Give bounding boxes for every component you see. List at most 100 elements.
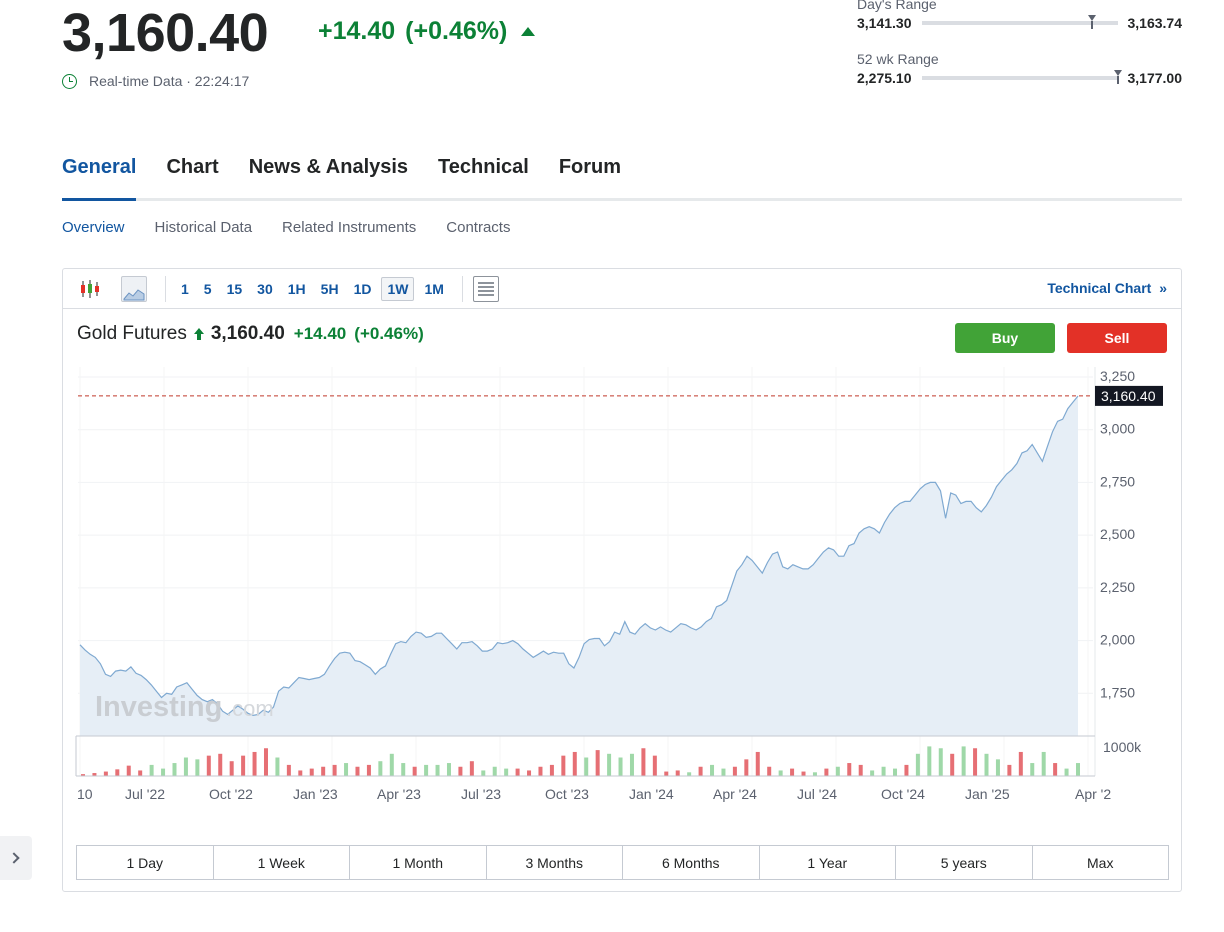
interval-1w[interactable]: 1W — [381, 276, 415, 301]
volume-bar — [561, 755, 566, 776]
last-price-badge-label: 3,160.40 — [1101, 388, 1156, 404]
interval-30[interactable]: 30 — [257, 280, 273, 297]
volume-bar — [595, 750, 600, 776]
subtab-related-instruments[interactable]: Related Instruments — [282, 219, 417, 236]
volume-bar — [161, 768, 166, 776]
volume-bar — [881, 766, 886, 776]
subtab-historical-data[interactable]: Historical Data — [154, 219, 253, 236]
tab-news-analysis[interactable]: News & Analysis — [248, 156, 409, 178]
volume-bar — [1076, 763, 1080, 776]
volume-bar — [344, 763, 349, 776]
period-1-month[interactable]: 1 Month — [350, 846, 487, 879]
period-6-months[interactable]: 6 Months — [623, 846, 760, 879]
last-price: 3,160.40 — [62, 3, 269, 63]
tab-forum[interactable]: Forum — [558, 156, 622, 178]
volume-bar — [778, 770, 783, 776]
52wk-range: 52 wk Range 2,275.10 3,177.00 — [857, 51, 1182, 86]
y-tick-label: 1,750 — [1100, 684, 1135, 700]
volume-bar — [618, 757, 623, 776]
volume-bar — [652, 755, 657, 776]
clock-icon — [62, 73, 77, 89]
volume-bar — [847, 763, 852, 776]
52wk-range-low: 2,275.10 — [857, 70, 912, 86]
volume-bar — [355, 766, 360, 776]
volume-scale-label: 1000k — [1103, 739, 1142, 755]
technical-chart-link[interactable]: Technical Chart » — [1047, 280, 1167, 296]
volume-bar — [81, 774, 85, 776]
volume-bar — [767, 766, 772, 776]
volume-bar — [1041, 751, 1046, 776]
interval-15[interactable]: 15 — [226, 280, 243, 297]
tab-technical[interactable]: Technical — [438, 156, 529, 178]
period-max[interactable]: Max — [1087, 854, 1114, 871]
x-tick-label: Jul '24 — [797, 786, 837, 802]
subtab-overview[interactable]: Overview — [62, 219, 125, 236]
period-3-months[interactable]: 3 Months — [487, 846, 623, 879]
double-chevron-right-icon: » — [1159, 280, 1167, 296]
interval-1[interactable]: 1 — [181, 280, 189, 297]
volume-bar — [252, 751, 257, 776]
price-area — [80, 396, 1078, 736]
interval-5[interactable]: 5 — [203, 280, 212, 297]
interval-1m[interactable]: 1M — [424, 280, 444, 297]
tab-chart[interactable]: Chart — [166, 156, 219, 178]
volume-bar — [115, 769, 120, 776]
days-range-low: 3,141.30 — [857, 15, 912, 31]
price-chart: Investing .com 3,250 3,000 2,750 2,500 2,250 2,… — [75, 367, 1163, 802]
period-5-years[interactable]: 5 years — [896, 846, 1033, 879]
buy-button[interactable]: Buy — [955, 323, 1055, 353]
up-arrow-icon — [193, 328, 204, 340]
days-range-bar — [921, 15, 1118, 29]
volume-bar — [149, 764, 154, 776]
chart-widget: 1 5 15 30 1H 5H 1D 1W 1M Technical Chart… — [62, 268, 1182, 892]
volume-bar — [389, 753, 394, 776]
volume-bar — [664, 771, 669, 776]
volume-bar — [915, 753, 920, 776]
volume-bar — [103, 771, 108, 776]
interval-5h[interactable]: 5H — [320, 280, 339, 297]
volume-bar — [92, 773, 97, 776]
volume-bar — [469, 761, 474, 776]
volume-bar — [755, 751, 760, 776]
technical-chart-label: Technical Chart — [1047, 280, 1152, 296]
interval-1h[interactable]: 1H — [287, 280, 306, 297]
volume-bar — [183, 757, 188, 776]
chart-layout-icon[interactable] — [472, 275, 499, 302]
volume-bar — [481, 770, 486, 776]
days-range-marker-icon — [1088, 15, 1097, 29]
tab-general[interactable]: General — [62, 154, 137, 201]
volume-bar — [195, 759, 200, 776]
volume-bar — [927, 746, 932, 776]
sell-button[interactable]: Sell — [1067, 323, 1167, 353]
subtab-contracts[interactable]: Contracts — [446, 219, 511, 236]
up-triangle-icon — [521, 27, 536, 36]
period-1-day[interactable]: 1 Day — [77, 846, 214, 879]
volume-bar — [641, 748, 646, 776]
period-1-week[interactable]: 1 Week — [214, 846, 350, 879]
chevron-right-icon[interactable] — [0, 836, 32, 880]
volume-bar — [801, 771, 806, 776]
volume-bar — [687, 772, 692, 776]
volume-bar — [1064, 768, 1069, 776]
days-range-label: Day's Range — [857, 0, 937, 12]
volume-bar — [710, 764, 715, 776]
interval-1d[interactable]: 1D — [353, 280, 372, 297]
volume-bar — [870, 770, 875, 776]
volume-bar — [412, 766, 417, 776]
area-chart-icon[interactable] — [121, 275, 147, 302]
toolbar-separator — [461, 275, 463, 302]
volume-bar — [607, 753, 612, 776]
52wk-range-bar — [921, 70, 1122, 84]
toolbar-separator — [165, 275, 166, 302]
candlestick-icon[interactable] — [77, 276, 103, 302]
volume-bar — [549, 764, 554, 776]
x-tick-label: Apr '24 — [713, 786, 757, 802]
instrument-header: Gold Futures 3,160.40 +14.40 (+0.46%) — [77, 323, 424, 345]
volume-bar — [698, 766, 703, 776]
period-1-year[interactable]: 1 Year — [760, 846, 896, 879]
realtime-label: Real-time Data · 22:24:17 — [89, 73, 250, 89]
x-tick-label: 10 — [77, 786, 93, 802]
realtime-status: Real-time Data · 22:24:17 — [62, 73, 249, 89]
volume-bar — [1053, 763, 1058, 776]
x-tick-label: Apr '23 — [377, 786, 421, 802]
